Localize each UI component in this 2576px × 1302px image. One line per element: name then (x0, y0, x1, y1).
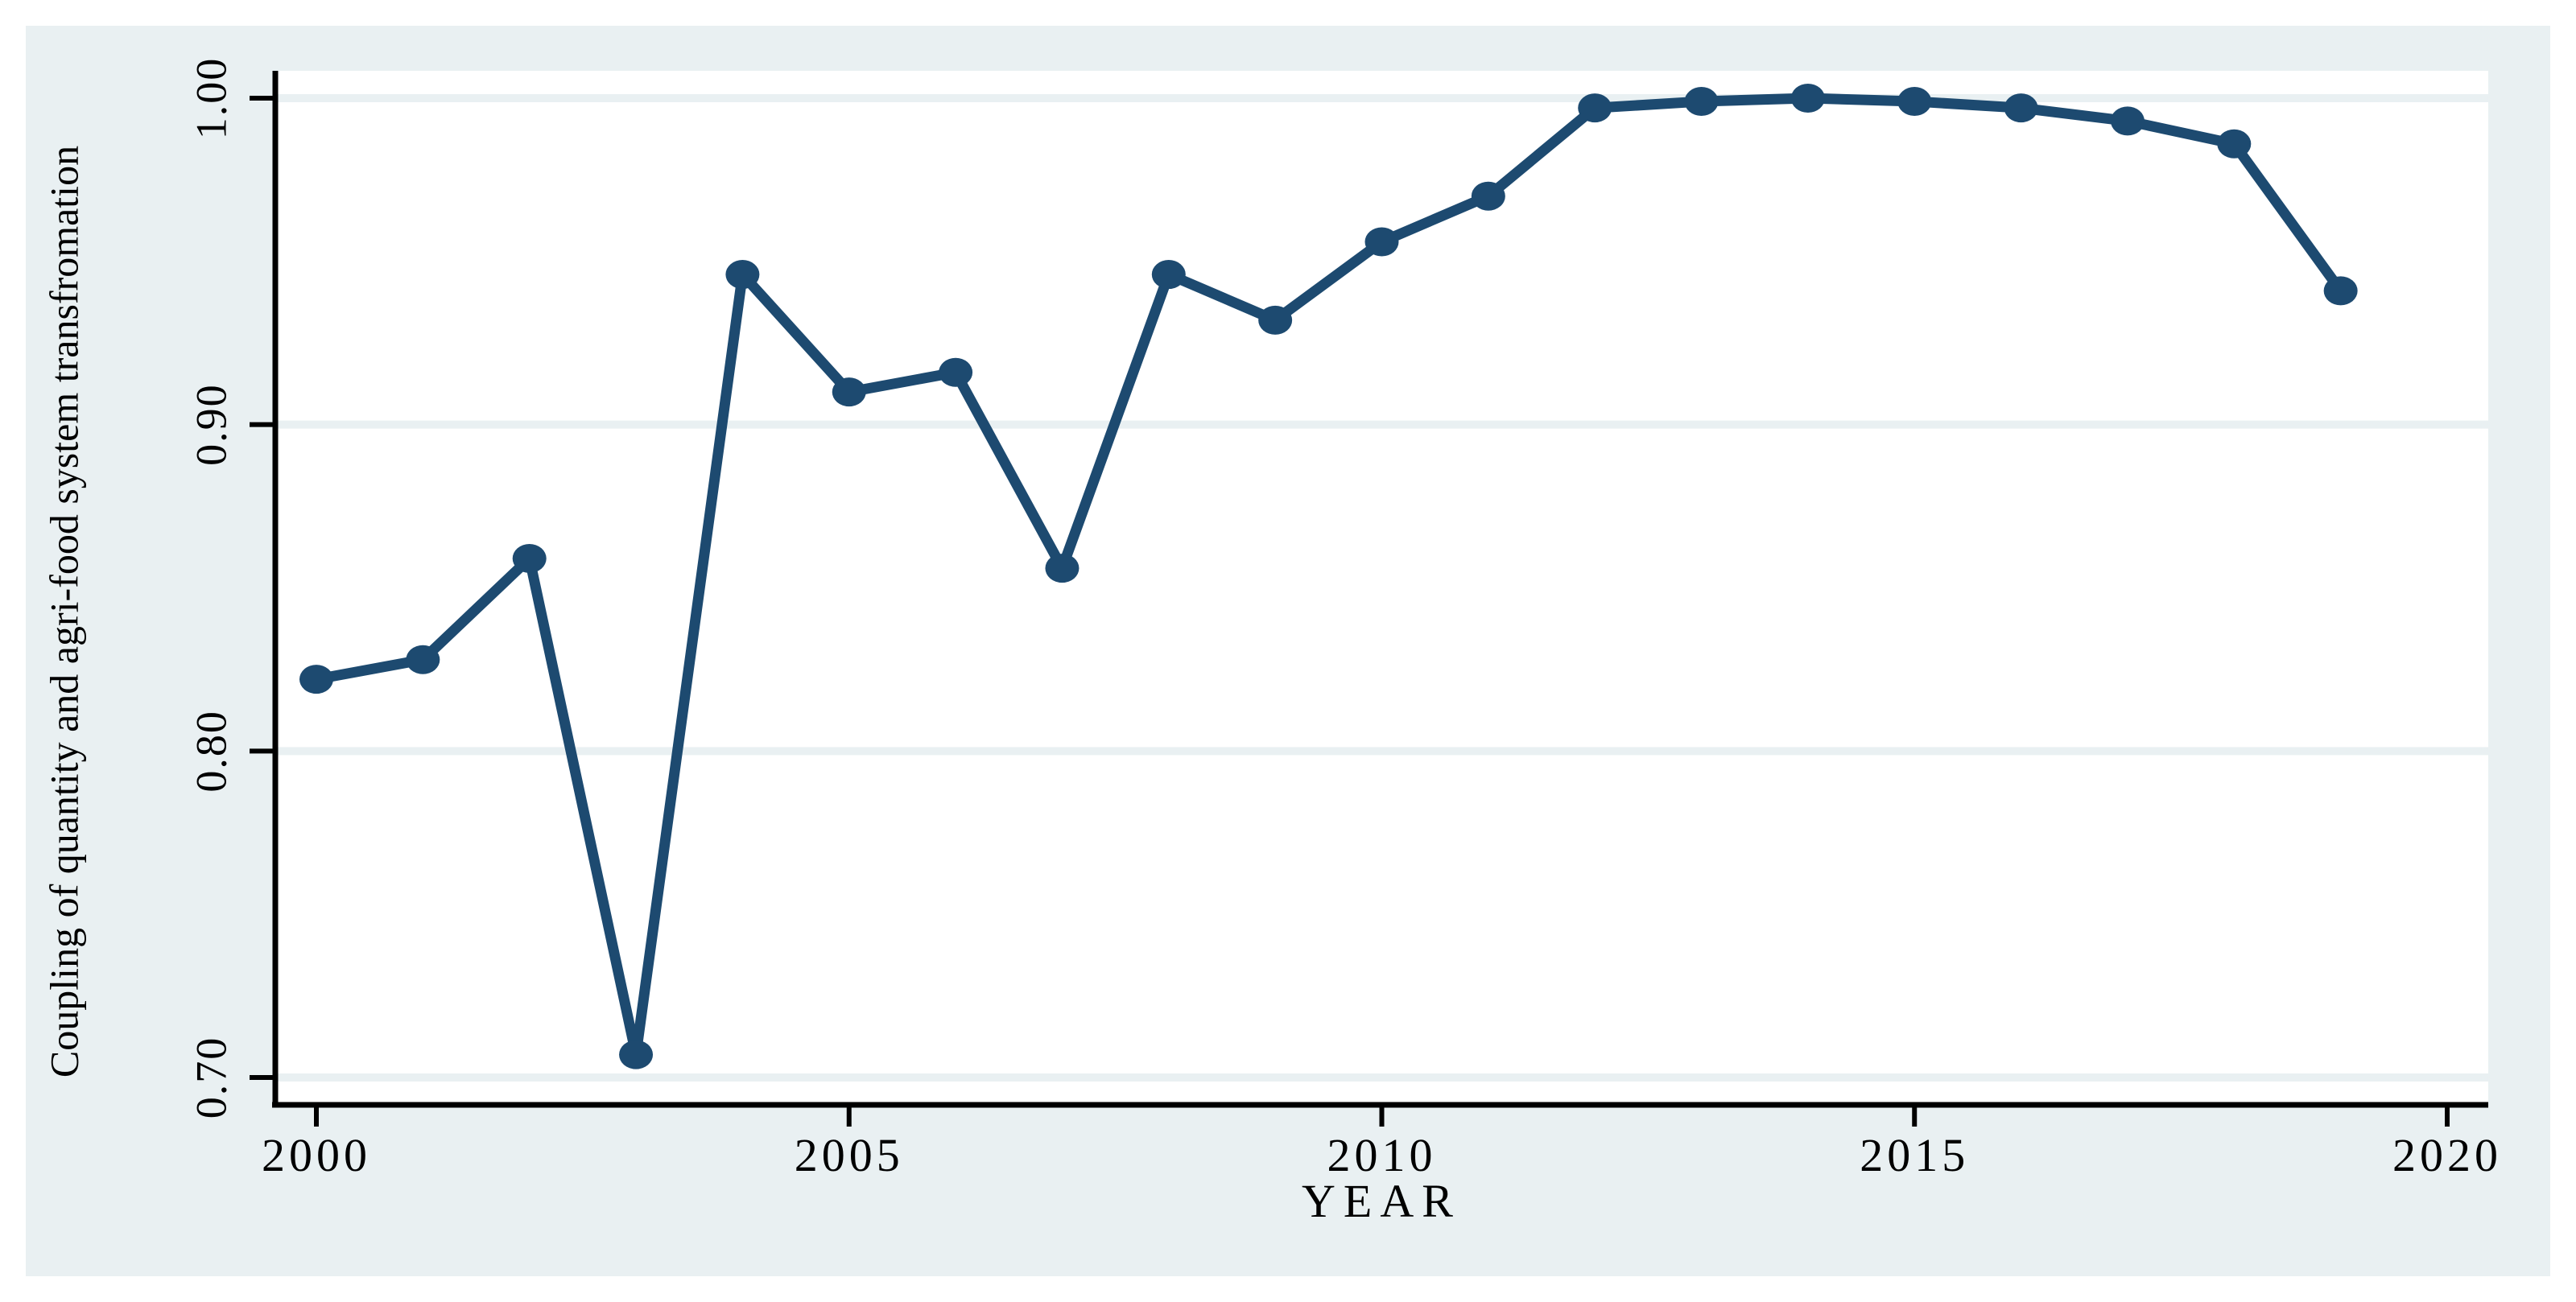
data-point-2018 (2217, 129, 2252, 159)
x-axis-title: YEAR (1302, 1175, 1461, 1227)
series-line (311, 93, 2347, 1061)
y-axis-ticks: 0.70 0.80 0.90 1.00 (187, 57, 275, 1119)
data-point-2010 (1364, 227, 1399, 257)
x-tick-label: 2005 (795, 1129, 904, 1181)
data-point-2007 (1045, 554, 1080, 583)
data-point-2013 (1684, 87, 1719, 117)
data-point-2005 (832, 377, 866, 407)
y-tick-label: 1.00 (187, 57, 235, 140)
data-point-2004 (725, 260, 760, 290)
data-point-2003 (619, 1040, 654, 1069)
data-point-2011 (1471, 181, 1505, 211)
x-tick-label: 2020 (2392, 1129, 2502, 1181)
y-tick-label: 0.80 (187, 710, 235, 793)
data-point-2014 (1790, 84, 1825, 113)
x-tick-label: 2000 (262, 1129, 371, 1181)
y-tick-label: 0.70 (187, 1036, 235, 1119)
x-tick-label: 2010 (1327, 1129, 1437, 1181)
data-point-2000 (299, 665, 333, 694)
plot-area (275, 71, 2488, 1105)
y-tick-label: 0.90 (187, 383, 235, 466)
data-point-2009 (1258, 305, 1293, 335)
data-point-2017 (2110, 106, 2145, 136)
data-point-2015 (1897, 87, 1932, 117)
data-point-2006 (939, 357, 973, 387)
data-point-2008 (1151, 260, 1186, 290)
data-series (299, 84, 2358, 1069)
data-point-2001 (406, 645, 440, 674)
x-tick-label: 2015 (1860, 1129, 1969, 1181)
data-point-2019 (2323, 276, 2358, 306)
y-axis-title: Coupling of quantity and agri-food syste… (41, 146, 86, 1077)
data-point-2002 (512, 543, 547, 573)
gridlines (275, 94, 2488, 1082)
data-point-2016 (2004, 93, 2038, 123)
x-axis-ticks: 2000 2005 2010 2015 2020 (262, 1105, 2502, 1181)
data-point-2012 (1578, 93, 1612, 123)
